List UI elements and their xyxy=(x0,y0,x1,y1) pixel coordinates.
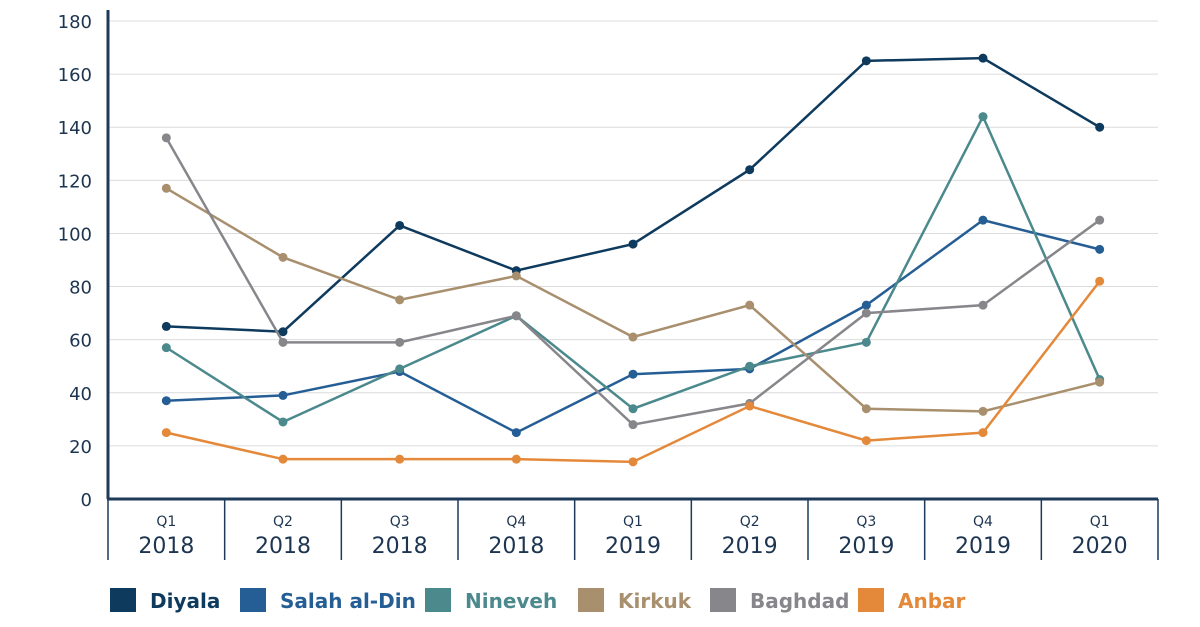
data-point xyxy=(978,53,988,63)
data-point xyxy=(1095,215,1105,225)
x-tick-year: 2018 xyxy=(372,534,428,559)
data-point xyxy=(161,343,171,353)
data-point xyxy=(861,308,871,318)
y-tick-label: 140 xyxy=(58,118,92,139)
data-point xyxy=(745,361,755,371)
legend-label: Baghdad xyxy=(750,589,849,613)
data-point xyxy=(278,417,288,427)
data-point xyxy=(1095,244,1105,254)
x-tick-quarter: Q3 xyxy=(856,514,876,530)
data-point xyxy=(395,220,405,230)
y-tick-label: 120 xyxy=(58,171,92,192)
data-point xyxy=(395,337,405,347)
data-point xyxy=(278,337,288,347)
legend-swatch xyxy=(710,588,736,612)
legend-swatch xyxy=(425,588,451,612)
data-point xyxy=(745,401,755,411)
x-tick-year: 2018 xyxy=(488,534,544,559)
legend-label: Nineveh xyxy=(465,589,557,613)
data-point xyxy=(861,300,871,310)
y-tick-label: 80 xyxy=(69,278,92,299)
data-point xyxy=(161,321,171,331)
data-point xyxy=(628,404,638,414)
legend-label: Anbar xyxy=(898,589,966,613)
data-point xyxy=(745,300,755,310)
legend-label: Diyala xyxy=(150,589,220,613)
data-point xyxy=(861,436,871,446)
legend-swatch xyxy=(240,588,266,612)
x-tick-quarter: Q4 xyxy=(973,514,993,530)
data-point xyxy=(278,454,288,464)
data-point xyxy=(628,369,638,379)
data-point xyxy=(161,396,171,406)
data-point xyxy=(978,428,988,438)
x-tick-quarter: Q2 xyxy=(740,514,760,530)
data-point xyxy=(978,300,988,310)
data-point xyxy=(1095,377,1105,387)
series-line-baghdad xyxy=(165,137,1101,426)
data-point xyxy=(628,239,638,249)
legend-swatch xyxy=(578,588,604,612)
data-point xyxy=(1095,122,1105,132)
data-point xyxy=(978,112,988,122)
y-tick-label: 20 xyxy=(69,437,92,458)
legend-swatch xyxy=(110,588,136,612)
data-point xyxy=(1095,276,1105,286)
legend-label: Salah al-Din xyxy=(280,589,416,613)
y-tick-label: 60 xyxy=(69,331,92,352)
data-point xyxy=(511,428,521,438)
data-point xyxy=(395,454,405,464)
x-tick-quarter: Q1 xyxy=(156,514,176,530)
x-tick-year: 2018 xyxy=(255,534,311,559)
x-tick-quarter: Q3 xyxy=(390,514,410,530)
data-point xyxy=(161,183,171,193)
data-point xyxy=(978,215,988,225)
x-tick-year: 2019 xyxy=(838,534,894,559)
series-line-diyala xyxy=(166,56,1101,333)
y-tick-label: 160 xyxy=(58,65,92,86)
data-point xyxy=(511,454,521,464)
data-point xyxy=(861,404,871,414)
x-tick-year: 2019 xyxy=(955,534,1011,559)
data-point xyxy=(395,364,405,374)
legend-label: Kirkuk xyxy=(618,589,692,613)
legend-swatch xyxy=(858,588,884,612)
data-point xyxy=(861,56,871,66)
data-point xyxy=(511,311,521,321)
data-point xyxy=(861,337,871,347)
data-point xyxy=(278,327,288,337)
data-point xyxy=(628,457,638,467)
x-tick-quarter: Q2 xyxy=(273,514,293,530)
x-tick-year: 2019 xyxy=(605,534,661,559)
y-tick-label: 0 xyxy=(81,490,92,511)
x-tick-year: 2019 xyxy=(722,534,778,559)
data-point xyxy=(395,295,405,305)
y-tick-label: 180 xyxy=(58,12,92,33)
y-tick-label: 40 xyxy=(69,384,92,405)
data-point xyxy=(511,271,521,281)
x-tick-quarter: Q1 xyxy=(623,514,643,530)
data-point xyxy=(161,428,171,438)
data-point xyxy=(628,332,638,342)
data-point xyxy=(628,420,638,430)
y-tick-label: 100 xyxy=(58,224,92,245)
x-tick-year: 2020 xyxy=(1072,534,1128,559)
x-tick-year: 2018 xyxy=(138,534,194,559)
x-tick-quarter: Q4 xyxy=(506,514,526,530)
data-point xyxy=(978,406,988,416)
data-point xyxy=(278,390,288,400)
series-line-salah-al-din xyxy=(166,218,1100,435)
x-tick-quarter: Q1 xyxy=(1090,514,1110,530)
data-point xyxy=(278,252,288,262)
data-point xyxy=(745,165,755,175)
data-point xyxy=(161,133,171,143)
